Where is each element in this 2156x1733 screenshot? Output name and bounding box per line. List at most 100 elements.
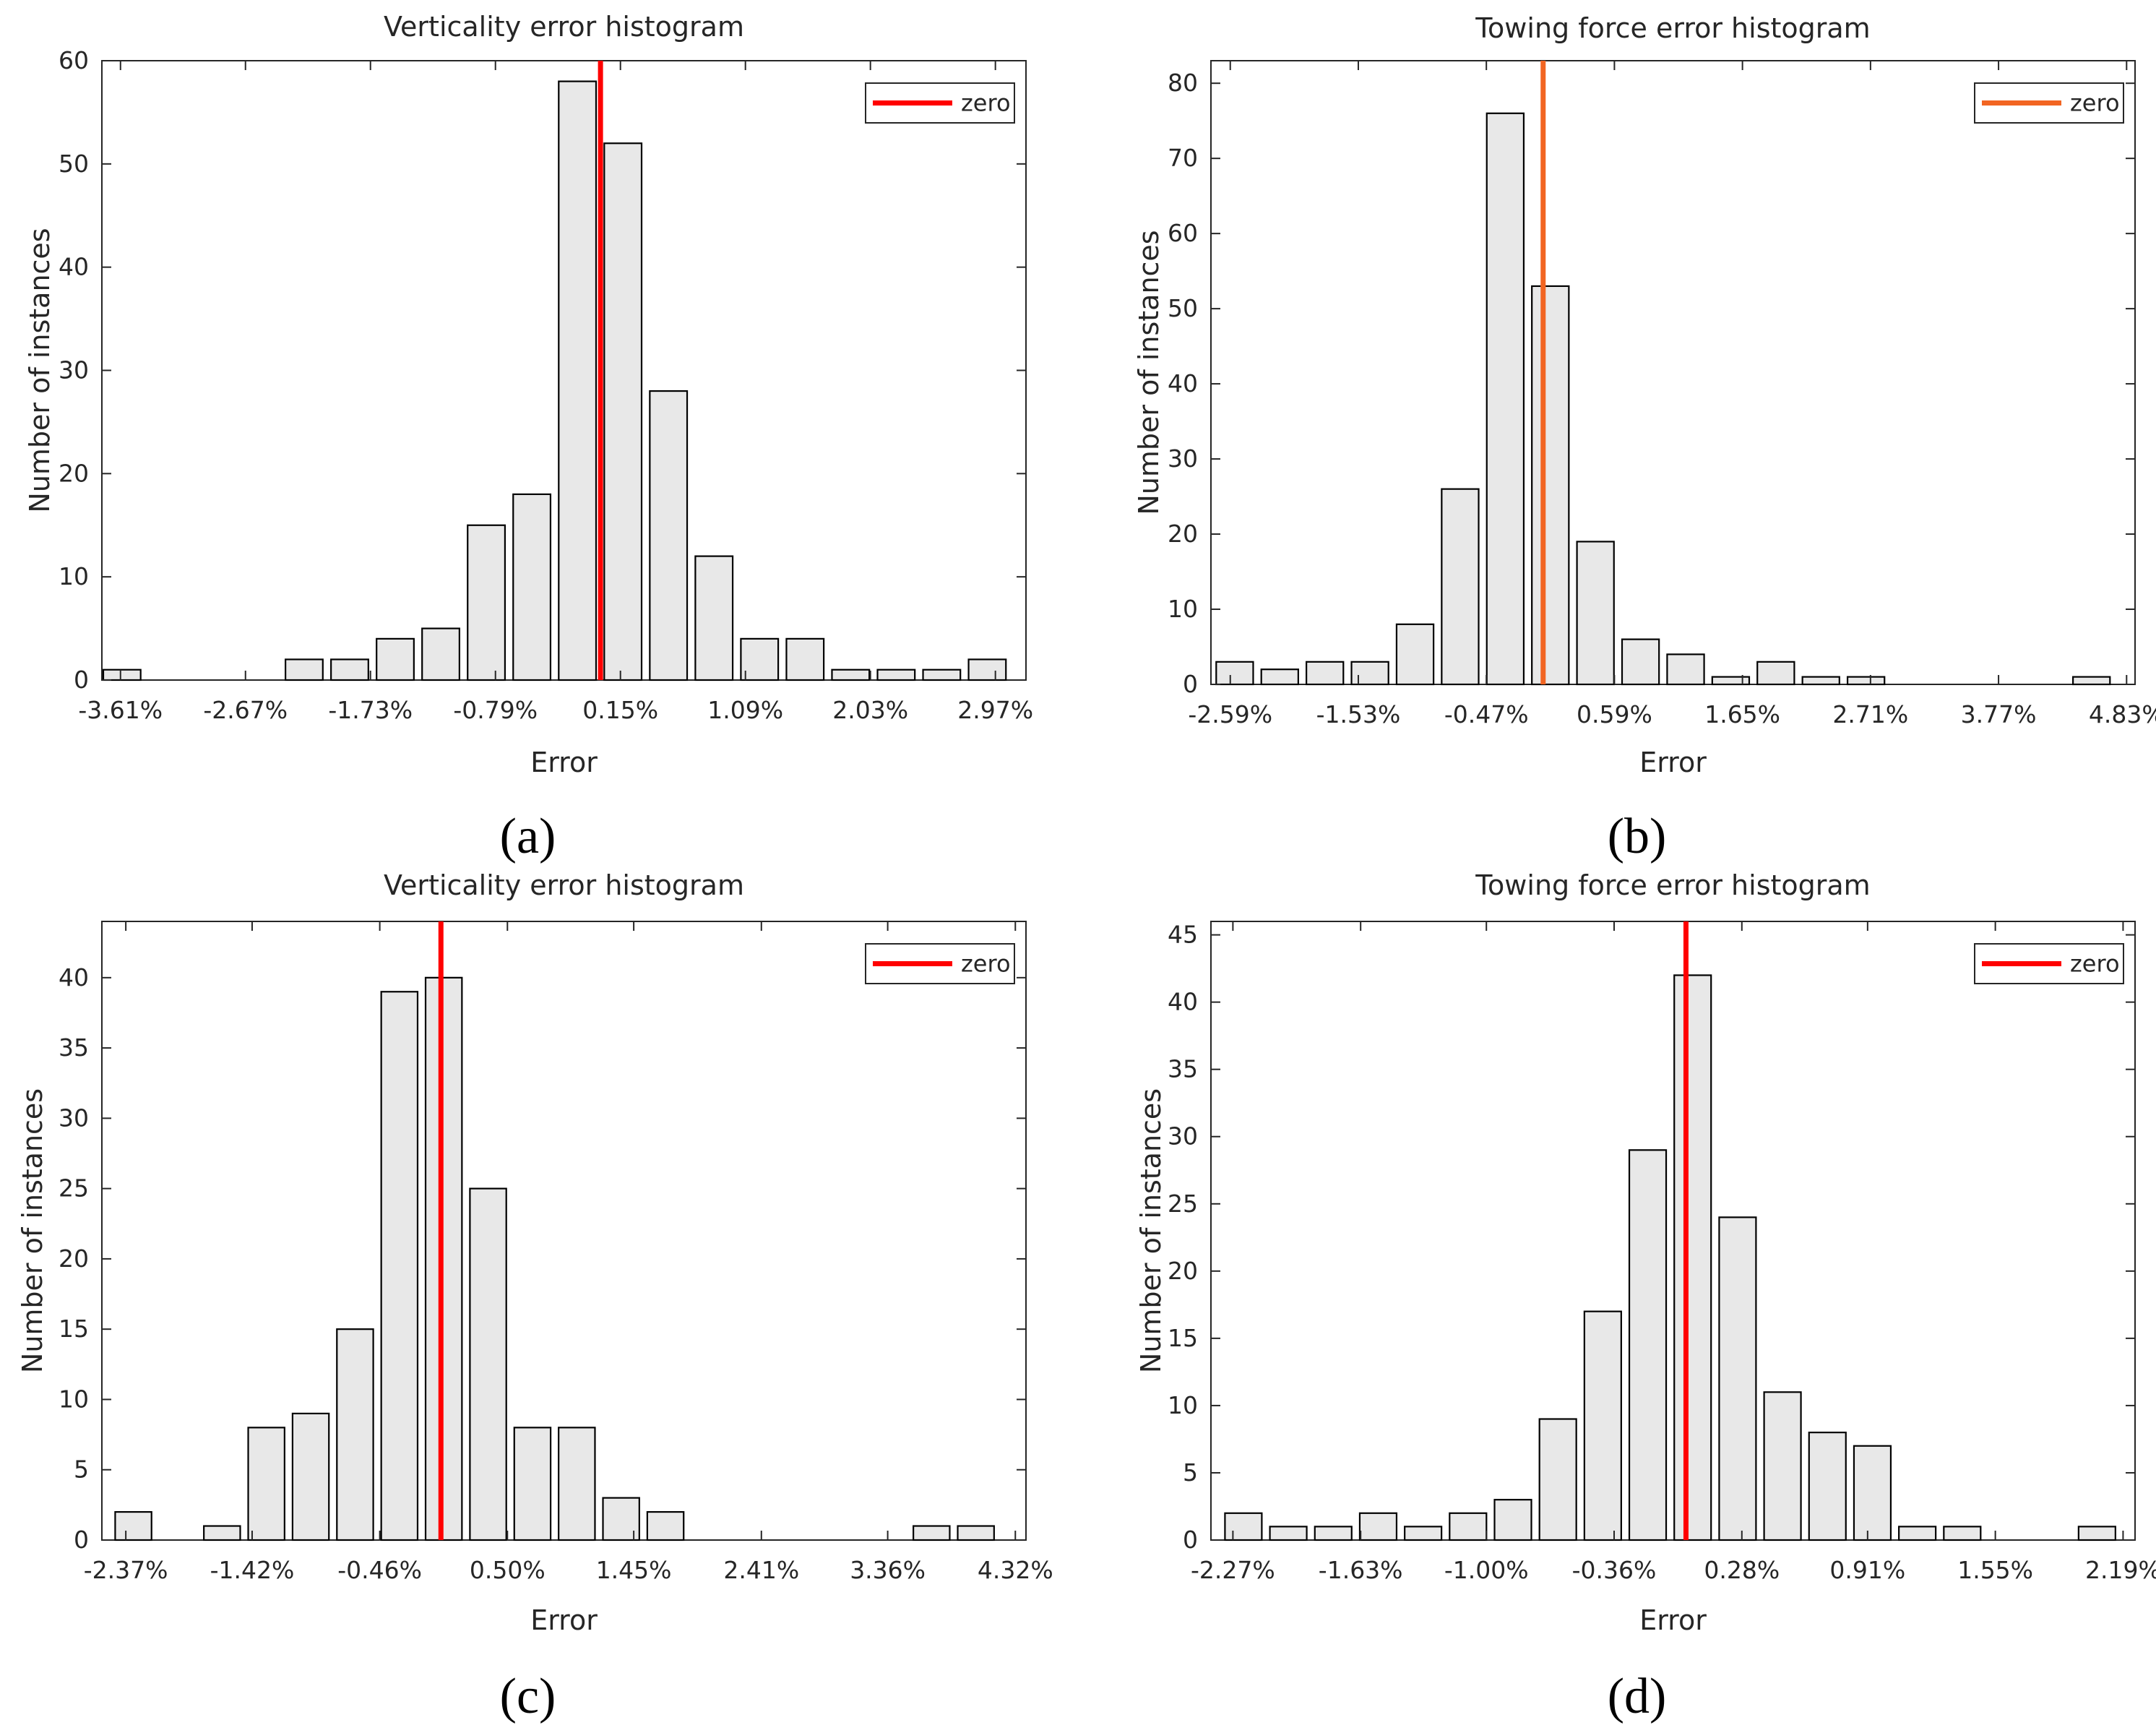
chart-title: Verticality error histogram <box>384 869 744 901</box>
histogram-bar <box>831 668 871 681</box>
panel-label: (c) <box>500 1669 556 1724</box>
y-tick-label: 30 <box>59 356 89 384</box>
histogram-bar <box>1269 1526 1308 1541</box>
y-tick-label: 45 <box>1168 921 1198 949</box>
histogram-bar <box>1493 1499 1532 1541</box>
x-tick-label: 0.59% <box>1577 700 1652 728</box>
x-tick-label: 1.65% <box>1704 700 1780 728</box>
chart-title: Towing force error histogram <box>1475 869 1870 901</box>
chart-panel-d: 0 5 10 15 20 25 30 35 40 45 -2.27% -1.63% -1.00% -0.3… <box>1135 869 2156 1724</box>
y-tick-label: 25 <box>1168 1190 1198 1218</box>
histogram-bar <box>1306 661 1345 686</box>
histogram-bar <box>1756 661 1795 686</box>
histogram-bar <box>603 142 643 681</box>
x-tick-label: 0.28% <box>1704 1556 1780 1584</box>
histogram-bar <box>740 637 780 681</box>
y-axis-label: Number of instances <box>17 1088 48 1373</box>
chart-panel-a: 0 10 20 30 40 50 60 -3.61% -2.67% -1.73% -0.79% 0.1… <box>24 11 1033 864</box>
histogram-bar <box>646 1510 685 1541</box>
histogram-bar <box>291 1412 330 1541</box>
y-tick-label: 30 <box>1168 1122 1198 1151</box>
histogram-bar <box>1853 1445 1892 1541</box>
x-tick-label: 4.83% <box>2089 700 2156 728</box>
histogram-bar <box>1576 541 1615 686</box>
x-tick-label: -1.53% <box>1316 700 1401 728</box>
histogram-bar <box>1441 488 1480 686</box>
y-tick-label: 0 <box>1183 1526 1198 1554</box>
histogram-bar <box>513 1427 552 1541</box>
histogram-bar <box>380 991 419 1541</box>
histogram-bar <box>1628 1149 1668 1541</box>
histogram-bar <box>376 637 415 681</box>
histogram-bar <box>1718 1216 1757 1541</box>
histogram-bar <box>2077 1526 2116 1541</box>
x-tick-label: 3.36% <box>850 1556 926 1584</box>
y-tick-label: 20 <box>59 459 89 487</box>
legend-label: zero <box>961 950 1011 978</box>
x-tick-label: 2.41% <box>723 1556 799 1584</box>
histogram-bar <box>1801 676 1840 686</box>
y-tick-label: 20 <box>59 1244 89 1273</box>
x-tick-label: 0.91% <box>1829 1556 1905 1584</box>
histogram-bar <box>421 627 460 681</box>
x-tick-label: -1.63% <box>1319 1556 1403 1584</box>
histogram-bar <box>1449 1512 1488 1541</box>
y-axis-label: Number of instances <box>1133 230 1165 515</box>
histogram-bar <box>1531 285 1570 686</box>
chart-title: Verticality error histogram <box>384 11 744 43</box>
y-tick-label: 5 <box>1183 1458 1198 1487</box>
x-tick-label: -2.59% <box>1188 700 1272 728</box>
histogram-bar <box>913 1525 951 1541</box>
x-tick-label: -2.27% <box>1191 1556 1275 1584</box>
x-tick-label: -1.42% <box>210 1556 295 1584</box>
histogram-bar <box>876 668 916 681</box>
y-tick-label: 10 <box>1168 595 1198 623</box>
histogram-bar <box>114 1510 152 1541</box>
y-tick-label: 20 <box>1168 520 1198 548</box>
y-tick-label: 40 <box>1168 988 1198 1016</box>
histogram-bar <box>1404 1526 1443 1541</box>
x-tick-label: 1.55% <box>1957 1556 2033 1584</box>
x-tick-label: -3.61% <box>78 696 163 724</box>
y-tick-label: 80 <box>1168 69 1198 97</box>
histogram-bar <box>1898 1526 1937 1541</box>
histogram-bar <box>336 1328 374 1541</box>
histogram-bar <box>2072 676 2111 686</box>
x-tick-label: 1.45% <box>596 1556 672 1584</box>
histogram-bar <box>957 1525 995 1541</box>
legend-label: zero <box>2070 90 2120 117</box>
y-tick-label: 0 <box>74 666 89 694</box>
y-tick-label: 60 <box>59 46 89 74</box>
histogram-bar <box>785 637 825 681</box>
chart-panel-b: 0 10 20 30 40 50 60 70 80 -2.59% -1.53% -0.47% 0.59%… <box>1133 12 2156 864</box>
y-tick-label: 0 <box>74 1526 89 1554</box>
histogram-bar <box>1538 1418 1577 1541</box>
x-tick-label: 3.77% <box>1961 700 2037 728</box>
panel-label: (d) <box>1608 1669 1667 1724</box>
x-tick-label: -2.37% <box>84 1556 168 1584</box>
histogram-bar <box>1621 638 1660 686</box>
y-tick-label: 10 <box>1168 1391 1198 1419</box>
panel-label: (b) <box>1608 809 1667 864</box>
y-tick-label: 25 <box>59 1174 89 1203</box>
legend-label: zero <box>2070 950 2120 978</box>
y-tick-label: 10 <box>59 1385 89 1413</box>
x-tick-label: -0.79% <box>453 696 538 724</box>
y-tick-label: 15 <box>59 1315 89 1343</box>
histogram-bar <box>649 390 689 681</box>
x-tick-label: -0.47% <box>1444 700 1529 728</box>
histogram-bar <box>967 658 1007 681</box>
x-tick-label: 4.32% <box>978 1556 1053 1584</box>
histogram-bar <box>102 668 142 681</box>
y-tick-label: 10 <box>59 562 89 590</box>
histogram-bar <box>1215 661 1254 686</box>
histogram-bar <box>1673 974 1712 1541</box>
x-tick-label: -0.46% <box>337 1556 422 1584</box>
y-tick-label: 15 <box>1168 1324 1198 1352</box>
x-tick-label: 0.15% <box>582 696 658 724</box>
y-tick-label: 70 <box>1168 144 1198 172</box>
x-tick-label: 0.50% <box>470 1556 546 1584</box>
y-tick-label: 5 <box>74 1455 89 1484</box>
y-tick-label: 20 <box>1168 1257 1198 1285</box>
